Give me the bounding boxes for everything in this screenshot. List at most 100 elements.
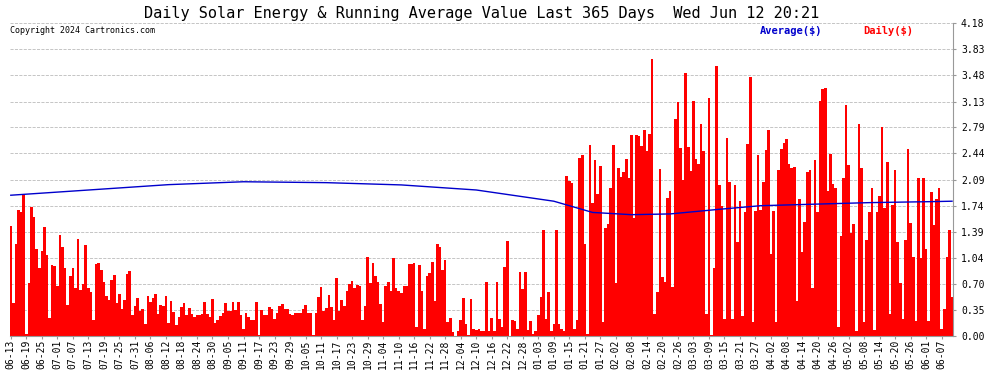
Bar [333,320,336,336]
Bar [63,267,66,336]
Bar [852,224,855,336]
Bar [610,188,612,336]
Bar [237,302,240,336]
Bar [663,282,666,336]
Bar [669,190,671,336]
Bar [341,300,344,336]
Bar [472,330,475,336]
Bar [630,135,633,336]
Bar [780,149,783,336]
Bar [336,279,338,336]
Bar [863,322,865,336]
Bar [700,124,703,336]
Bar [785,139,788,336]
Bar [511,320,514,336]
Bar [317,297,320,336]
Bar [705,314,708,336]
Bar [855,331,857,336]
Bar [788,164,790,336]
Bar [366,256,369,336]
Bar [535,331,537,336]
Bar [28,283,30,336]
Bar [442,270,444,336]
Bar [904,240,907,336]
Bar [193,317,196,336]
Bar [674,119,676,336]
Bar [811,288,814,336]
Bar [164,296,167,336]
Bar [915,321,917,336]
Bar [697,164,700,336]
Bar [917,178,920,336]
Bar [849,233,852,336]
Bar [369,284,371,336]
Bar [658,170,661,336]
Bar [147,296,149,336]
Bar [252,321,255,336]
Text: Copyright 2024 Cartronics.com: Copyright 2024 Cartronics.com [11,26,155,35]
Bar [451,332,454,336]
Bar [746,144,749,336]
Bar [806,172,809,336]
Bar [480,330,483,336]
Bar [910,223,912,336]
Bar [868,212,870,336]
Bar [144,324,147,336]
Bar [240,315,243,336]
Bar [149,302,151,336]
Bar [716,66,718,336]
Bar [599,166,602,336]
Bar [645,150,648,336]
Bar [764,150,767,336]
Bar [742,316,743,336]
Bar [413,263,416,336]
Bar [299,314,302,336]
Bar [894,170,896,336]
Bar [232,302,235,336]
Bar [636,135,638,336]
Bar [777,170,780,336]
Bar [33,217,36,336]
Bar [549,331,552,336]
Bar [260,310,263,336]
Bar [891,205,894,336]
Bar [283,309,286,336]
Bar [38,268,41,336]
Bar [444,260,446,336]
Bar [270,309,273,336]
Bar [772,211,775,336]
Bar [493,332,496,336]
Bar [713,268,716,336]
Bar [827,191,830,336]
Bar [576,321,578,336]
Bar [552,324,555,336]
Bar [612,145,615,336]
Bar [615,283,617,336]
Bar [286,309,289,336]
Bar [310,313,312,336]
Bar [217,320,219,336]
Bar [131,315,134,336]
Bar [751,322,754,336]
Bar [809,170,811,336]
Bar [108,300,110,336]
Bar [596,194,599,336]
Bar [243,329,245,336]
Bar [350,280,353,336]
Bar [46,255,49,336]
Bar [245,313,248,336]
Bar [304,305,307,336]
Bar [684,73,687,336]
Bar [873,330,876,336]
Bar [656,292,658,336]
Bar [948,230,950,336]
Bar [886,162,889,336]
Bar [265,315,268,336]
Bar [278,306,281,336]
Bar [307,313,310,336]
Bar [940,329,942,336]
Bar [902,319,904,336]
Bar [190,315,193,336]
Bar [167,323,170,336]
Bar [801,252,803,336]
